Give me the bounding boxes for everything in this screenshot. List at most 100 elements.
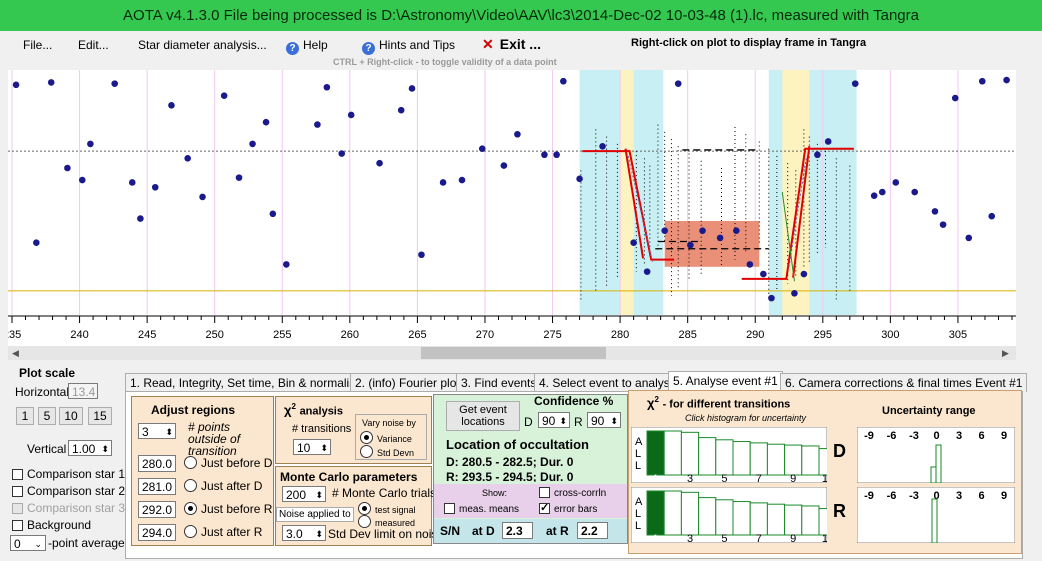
d-hist-tick-5: 5 <box>721 473 727 483</box>
just-before-r-option[interactable]: Just before R <box>184 502 272 516</box>
get-event-locations-button[interactable]: Get event locations <box>446 401 520 431</box>
uncertainty-title: Uncertainty range <box>882 405 976 417</box>
data-point-38 <box>643 268 651 275</box>
just-before-d-radio[interactable] <box>184 456 197 469</box>
variance-option[interactable]: Variance <box>360 431 412 444</box>
horizontal-scale-field[interactable]: 13.4 <box>68 383 98 399</box>
comparison-star-1-checkbox[interactable] <box>12 469 23 480</box>
scale-button-5[interactable]: 5 <box>38 407 56 425</box>
just-after-d-radio[interactable] <box>184 479 197 492</box>
cross-corr-checkbox[interactable] <box>539 487 550 498</box>
vertical-scale-field[interactable]: 1.00 ⬍ <box>68 440 112 456</box>
scroll-right-icon[interactable]: ▶ <box>1002 348 1009 358</box>
just-before-d-field[interactable]: 280.0 <box>138 455 176 472</box>
comparison-star-2[interactable]: Comparison star 2 <box>12 484 125 498</box>
stddev-limit-field[interactable]: 3.0 ⬍ <box>282 525 326 541</box>
x-tick-label-270: 270 <box>476 329 494 341</box>
d-histogram[interactable]: ALL 1 3 5 7 9 11 <box>631 427 827 483</box>
scroll-left-icon[interactable]: ◀ <box>12 348 19 358</box>
scale-button-10[interactable]: 10 <box>59 407 83 425</box>
menu-star-diameter[interactable]: Star diameter analysis... <box>138 38 267 52</box>
disappearance-model-line <box>582 150 675 261</box>
tab-select-event[interactable]: 4. Select event to analyse <box>534 373 682 392</box>
test-signal-option[interactable]: test signal <box>358 502 416 515</box>
error-bars-option[interactable]: error bars <box>539 501 597 515</box>
comparison-star-1[interactable]: Comparison star 1 <box>12 467 125 481</box>
cross-corr-option[interactable]: cross-corrln <box>539 487 606 499</box>
menu-exit[interactable]: ✕ Exit ... <box>482 36 541 53</box>
variance-radio[interactable] <box>360 431 373 444</box>
vertical-spinner-icon[interactable]: ⬍ <box>101 444 109 454</box>
data-point-63 <box>1003 76 1010 84</box>
points-outside-field[interactable]: 3 ⬍ <box>138 423 176 439</box>
r-hist-all-letter-0: A <box>635 496 643 508</box>
monte-carlo-title: Monte Carlo parameters <box>280 470 418 484</box>
data-point-36 <box>599 143 606 150</box>
background-option[interactable]: Background <box>12 518 91 532</box>
background-checkbox[interactable] <box>12 520 23 531</box>
plot-horizontal-scrollbar[interactable]: ◀ ▶ <box>8 346 1016 360</box>
tab-read-integrity[interactable]: 1. Read, Integrity, Set time, Bin & norm… <box>125 373 367 392</box>
confidence-r-label: R <box>574 415 583 429</box>
x-tick-label-240: 240 <box>70 329 88 341</box>
comparison-star-2-checkbox[interactable] <box>12 486 23 497</box>
stddev-radio[interactable] <box>360 445 373 458</box>
menu-edit[interactable]: Edit... <box>78 38 109 52</box>
menu-hints[interactable]: ? Hints and Tips <box>362 38 455 55</box>
stddev-spinner-icon[interactable]: ⬍ <box>315 529 323 539</box>
menu-help[interactable]: ? Help <box>286 38 328 55</box>
just-before-r-field[interactable]: 292.0 <box>138 501 176 518</box>
tab-camera-corrections[interactable]: 6. Camera corrections & final times Even… <box>780 373 1028 392</box>
stddev-option[interactable]: Std Devn <box>360 445 414 458</box>
just-after-d-field[interactable]: 281.0 <box>138 478 176 495</box>
d-hist-all-letter-2: L <box>635 460 641 472</box>
scale-button-1[interactable]: 1 <box>16 407 34 425</box>
confidence-region <box>664 221 760 267</box>
monte-carlo-trials-field[interactable]: 200 ⬍ <box>282 486 326 502</box>
just-before-r-radio[interactable] <box>184 502 197 515</box>
just-after-r-radio[interactable] <box>184 525 197 538</box>
data-point-3 <box>64 164 71 172</box>
just-after-r-field[interactable]: 294.0 <box>138 524 176 541</box>
confidence-d-field[interactable]: 90 ⬍ <box>538 412 570 428</box>
meas-means-checkbox[interactable] <box>444 503 455 514</box>
just-after-r-option[interactable]: Just after R <box>184 525 262 539</box>
data-point-47 <box>768 294 775 302</box>
confidence-d-label: D <box>524 415 533 429</box>
scroll-thumb[interactable] <box>421 347 606 359</box>
r-histogram[interactable]: ALL 1 3 5 7 9 11 <box>631 487 827 543</box>
measured-option[interactable]: measured <box>358 515 415 528</box>
stddev-label: Std Devn <box>377 448 415 458</box>
measured-radio[interactable] <box>358 515 371 528</box>
scale-button-15[interactable]: 15 <box>88 407 112 425</box>
menu-file[interactable]: File... <box>23 38 53 52</box>
chi2-analysis-title: χ2 analysis <box>284 402 343 417</box>
meas-means-option[interactable]: meas. means <box>444 503 519 515</box>
just-after-d-option[interactable]: Just after D <box>184 479 262 493</box>
just-before-d-option[interactable]: Just before D <box>184 456 272 470</box>
r-unc-tick-0: -9 <box>864 490 874 502</box>
test-signal-radio[interactable] <box>358 502 371 515</box>
average-select[interactable]: 0 ⌄ <box>10 535 46 551</box>
r-hist-bar-4 <box>698 497 717 536</box>
d-hist-bar-7 <box>749 442 768 476</box>
data-point-6 <box>111 80 119 87</box>
data-point-16 <box>262 118 270 126</box>
confidence-r-field[interactable]: 90 ⬍ <box>587 412 621 428</box>
transitions-spinner-icon[interactable]: ⬍ <box>320 443 328 453</box>
tab-fourier[interactable]: 2. (info) Fourier plot <box>350 373 465 392</box>
light-curve-plot[interactable]: 235 240 245 250 255 260 265 270 275 280 285 290 295 3… <box>8 70 1016 346</box>
tab-find-events[interactable]: 3. Find events <box>456 373 542 392</box>
trials-spinner-icon[interactable]: ⬍ <box>315 490 323 500</box>
test-signal-label: test signal <box>375 505 416 515</box>
error-bars-checkbox[interactable] <box>539 501 550 514</box>
data-point-17 <box>269 210 277 218</box>
data-point-24 <box>397 106 405 114</box>
tab-analyse-event[interactable]: 5. Analyse event #1 <box>668 371 783 392</box>
confidence-r-spinner-icon[interactable]: ⬍ <box>610 416 618 426</box>
transitions-field[interactable]: 10 ⬍ <box>293 439 331 455</box>
light-curve-svg[interactable]: 235 240 245 250 255 260 265 270 275 280 285 290 295 3… <box>8 70 1016 346</box>
chi2-analysis-box: χ2 analysis # transitions 10 ⬍ Vary noise… <box>275 396 432 464</box>
confidence-d-spinner-icon[interactable]: ⬍ <box>559 416 567 426</box>
points-spinner-icon[interactable]: ⬍ <box>165 427 173 437</box>
